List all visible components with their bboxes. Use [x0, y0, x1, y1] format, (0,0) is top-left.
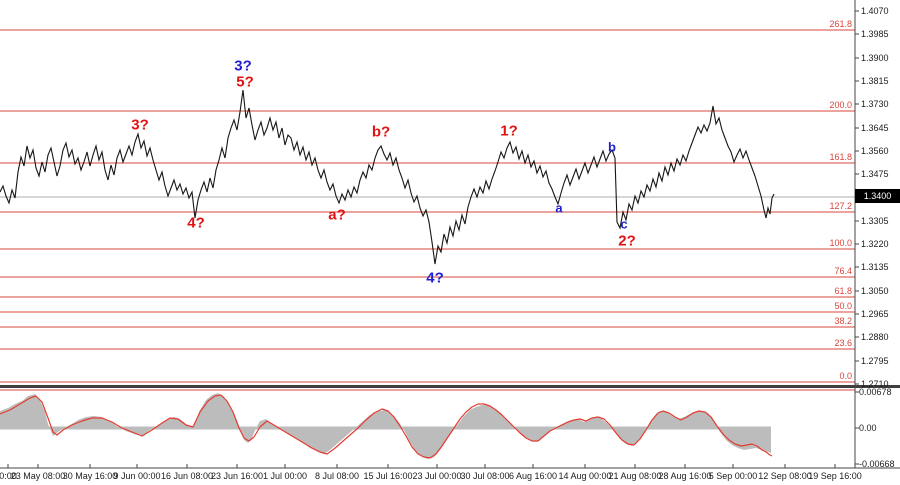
price-axis-label[interactable]: 1.4070 — [861, 6, 889, 16]
time-axis-label[interactable]: 23 Jul 00:00 — [412, 471, 462, 481]
time-axis-label[interactable]: 16 Jun 08:00 — [160, 471, 214, 481]
time-axis-label[interactable]: 9 Jun 00:00 — [113, 471, 161, 481]
fib-level-label[interactable]: 100.0 — [829, 238, 852, 248]
macd-histogram — [0, 393, 771, 459]
current-price-badge[interactable]: 1.3400 — [855, 189, 900, 203]
price-axis-label[interactable]: 1.3220 — [861, 239, 889, 249]
fib-level-label[interactable]: 76.4 — [834, 266, 852, 276]
price-axis-label[interactable]: 1.3305 — [861, 216, 889, 226]
fib-level-label[interactable]: 61.8 — [834, 286, 852, 296]
indicator-axis-label[interactable]: -0.00668 — [859, 459, 895, 469]
time-axis-label[interactable]: 23 May 08:00 — [10, 471, 66, 481]
wave-label[interactable]: c — [620, 216, 628, 232]
indicator-axis-label[interactable]: 0.00678 — [859, 387, 892, 397]
macd-zero-band — [0, 426, 771, 430]
time-axis-label[interactable]: 1 Jul 00:00 — [262, 471, 308, 481]
wave-label[interactable]: b — [608, 139, 616, 155]
price-axis-label[interactable]: 1.2880 — [861, 332, 889, 342]
wave-label[interactable]: a — [555, 200, 563, 216]
time-axis-label[interactable]: 8 Jul 08:00 — [314, 471, 360, 481]
wave-label[interactable]: a? — [328, 206, 346, 224]
wave-label[interactable]: 2? — [618, 232, 636, 250]
fib-level-label[interactable]: 161.8 — [829, 152, 852, 162]
time-axis-label[interactable]: 5 Sep 00:00 — [708, 471, 758, 481]
price-axis-label[interactable]: 1.3815 — [861, 76, 889, 86]
wave-label[interactable]: 3? — [131, 116, 149, 134]
price-axis-label[interactable]: 1.2710 — [861, 379, 889, 389]
time-axis-label[interactable]: 0:00 — [0, 471, 17, 481]
price-axis-label[interactable]: 1.3730 — [861, 99, 889, 109]
time-axis-label[interactable]: 30 May 16:00 — [62, 471, 118, 481]
fib-level-label[interactable]: 23.6 — [834, 338, 852, 348]
wave-label[interactable]: 1? — [500, 122, 518, 140]
time-axis-label[interactable]: 12 Sep 08:00 — [758, 471, 812, 481]
time-axis-label[interactable]: 19 Sep 16:00 — [808, 471, 862, 481]
fib-level-label[interactable]: 50.0 — [834, 301, 852, 311]
wave-label[interactable]: 3? — [234, 57, 252, 75]
wave-label[interactable]: 5? — [236, 73, 254, 91]
macd-signal-line — [0, 394, 773, 459]
price-axis-label[interactable]: 1.2795 — [861, 356, 889, 366]
price-axis-label[interactable]: 1.2965 — [861, 309, 889, 319]
panel-separator[interactable] — [0, 385, 900, 388]
price-axis-label[interactable]: 1.3900 — [861, 53, 889, 63]
fib-level-label[interactable]: 127.2 — [829, 201, 852, 211]
price-axis-label[interactable]: 1.3050 — [861, 286, 889, 296]
current-price-value: 1.3400 — [863, 191, 892, 201]
price-axis-label[interactable]: 1.3645 — [861, 123, 889, 133]
price-bars-path — [0, 89, 775, 265]
price-axis-label[interactable]: 1.3135 — [861, 262, 889, 272]
time-axis-label[interactable]: 21 Aug 08:00 — [608, 471, 662, 481]
price-axis-label[interactable]: 1.3560 — [861, 146, 889, 156]
fib-level-label[interactable]: 200.0 — [829, 100, 852, 110]
fib-level-label[interactable]: 0.0 — [839, 371, 852, 381]
wave-label[interactable]: 4? — [187, 214, 205, 232]
wave-label[interactable]: b? — [371, 123, 391, 141]
indicator-axis-label[interactable]: 0.00 — [859, 423, 877, 433]
time-axis-label[interactable]: 15 Jul 16:00 — [363, 471, 413, 481]
fib-level-label[interactable]: 261.8 — [829, 19, 852, 29]
fib-level-label[interactable]: 38.2 — [834, 316, 852, 326]
price-axis-label[interactable]: 1.3985 — [861, 29, 889, 39]
time-axis-label[interactable]: 30 Jul 08:00 — [460, 471, 510, 481]
wave-label[interactable]: 4? — [426, 269, 444, 287]
time-axis-label[interactable]: 28 Aug 16:00 — [658, 471, 712, 481]
time-axis-label[interactable]: 14 Aug 00:00 — [558, 471, 612, 481]
price-axis-label[interactable]: 1.3475 — [861, 169, 889, 179]
time-axis-label[interactable]: 6 Aug 16:00 — [508, 471, 558, 481]
time-axis-label[interactable]: 23 Jun 16:00 — [210, 471, 264, 481]
